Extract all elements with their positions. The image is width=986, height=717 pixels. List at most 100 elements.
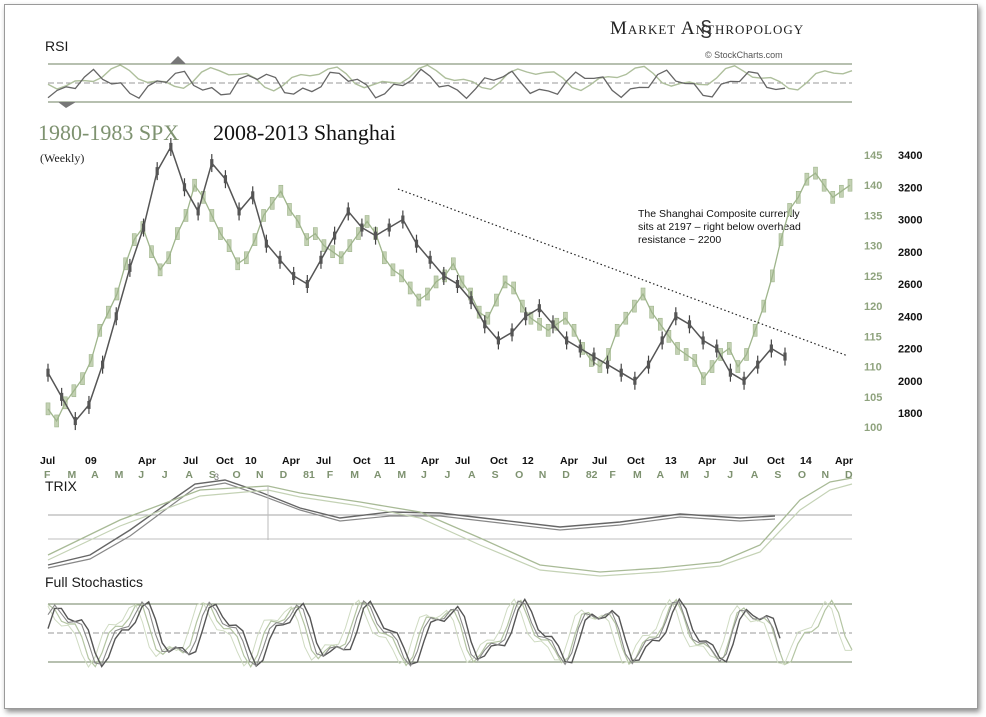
stoch-shanghai-line bbox=[47, 597, 781, 668]
y-left-tick: 135 bbox=[864, 210, 882, 222]
y-left-tick: 105 bbox=[864, 392, 882, 404]
x-tick-bottom: A bbox=[185, 469, 193, 481]
trix-spx-line bbox=[47, 477, 853, 573]
trix-label: TRIX bbox=[45, 478, 77, 494]
shanghai-line bbox=[47, 145, 786, 423]
y-left-tick: 100 bbox=[864, 422, 882, 434]
y-right-tick: 2000 bbox=[898, 376, 922, 388]
x-tick-bottom: J bbox=[445, 469, 451, 481]
chart-frame bbox=[4, 4, 978, 709]
x-tick-top: Apr bbox=[421, 455, 439, 467]
x-tick-top: Oct bbox=[627, 455, 645, 467]
x-tick-top: Jul bbox=[733, 455, 748, 467]
x-tick-bottom: O bbox=[515, 469, 523, 481]
y-right-tick: 2600 bbox=[898, 279, 922, 291]
trix-shanghai-signal bbox=[47, 482, 776, 569]
x-tick-bottom: M bbox=[68, 469, 77, 481]
x-tick-bottom: A bbox=[468, 469, 476, 481]
y-right-tick: 3000 bbox=[898, 215, 922, 227]
shanghai-candle bbox=[46, 368, 50, 377]
y-right-tick: 3200 bbox=[898, 182, 922, 194]
x-tick-bottom: 81 bbox=[303, 469, 315, 481]
x-tick-bottom: D bbox=[845, 469, 853, 481]
x-tick-bottom: D bbox=[280, 469, 288, 481]
resistance-trendline bbox=[397, 188, 849, 357]
x-tick-bottom: N bbox=[539, 469, 547, 481]
y-left-tick: 110 bbox=[864, 362, 882, 374]
x-tick-bottom: F bbox=[609, 469, 616, 481]
y-left-tick: 130 bbox=[864, 241, 882, 253]
brand-title: Market Anthropology bbox=[610, 18, 805, 39]
brand-credit: © StockCharts.com bbox=[705, 50, 783, 60]
y-left-tick: 140 bbox=[864, 180, 882, 192]
trix-shanghai-line bbox=[47, 479, 776, 566]
y-right-tick: 1800 bbox=[898, 408, 922, 420]
x-tick-top: Apr bbox=[282, 455, 300, 467]
rsi-shanghai-line bbox=[47, 68, 786, 100]
series-title-shanghai: 2008-2013 Shanghai bbox=[213, 120, 396, 145]
x-tick-top: Apr bbox=[138, 455, 156, 467]
x-tick-bottom: N bbox=[821, 469, 829, 481]
y-right-tick: 3400 bbox=[898, 150, 922, 162]
y-left-tick: 120 bbox=[864, 301, 882, 313]
stoch-shanghai-signal bbox=[47, 599, 781, 667]
x-tick-top: 12 bbox=[522, 455, 534, 467]
series-title-spx: 1980-1983 SPX bbox=[38, 120, 180, 145]
x-tick-top: 10 bbox=[245, 455, 257, 467]
rsi-label: RSI bbox=[45, 38, 69, 54]
x-tick-bottom: O bbox=[798, 469, 806, 481]
x-tick-bottom: A bbox=[91, 469, 99, 481]
x-tick-top: Jul bbox=[316, 455, 331, 467]
x-tick-top: Apr bbox=[560, 455, 578, 467]
x-tick-top: Oct bbox=[216, 455, 234, 467]
x-tick-bottom: J bbox=[162, 469, 168, 481]
rsi-overbought-fill bbox=[170, 56, 186, 64]
x-tick-bottom: S bbox=[774, 469, 781, 481]
x-tick-bottom: F bbox=[44, 469, 51, 481]
x-tick-bottom: M bbox=[680, 469, 689, 481]
y-right-tick: 2800 bbox=[898, 247, 922, 259]
x-tick-bottom: N bbox=[256, 469, 264, 481]
y-left-tick: 125 bbox=[864, 271, 882, 283]
x-tick-bottom: J bbox=[727, 469, 733, 481]
x-tick-bottom: S bbox=[209, 469, 216, 481]
x-tick-top: 09 bbox=[85, 455, 97, 467]
rsi-spx-line bbox=[47, 64, 853, 92]
y-right-tick: 2400 bbox=[898, 311, 922, 323]
x-tick-top: Jul bbox=[40, 455, 55, 467]
x-tick-bottom: J bbox=[704, 469, 710, 481]
x-tick-bottom: M bbox=[397, 469, 406, 481]
x-tick-bottom: S bbox=[492, 469, 499, 481]
spx-candle bbox=[45, 402, 51, 416]
x-tick-top: Oct bbox=[767, 455, 785, 467]
x-tick-bottom: J bbox=[138, 469, 144, 481]
x-tick-bottom: D bbox=[562, 469, 570, 481]
x-tick-top: Jul bbox=[592, 455, 607, 467]
y-right-tick: 2200 bbox=[898, 344, 922, 356]
rsi-oversold-fill bbox=[58, 102, 76, 108]
x-tick-top: Oct bbox=[490, 455, 508, 467]
stochastics-label: Full Stochastics bbox=[45, 574, 144, 590]
x-tick-bottom: A bbox=[657, 469, 665, 481]
x-tick-top: Jul bbox=[455, 455, 470, 467]
x-tick-bottom: M bbox=[633, 469, 642, 481]
x-tick-bottom: M bbox=[350, 469, 359, 481]
x-tick-top: 14 bbox=[800, 455, 812, 467]
trix-marker: 3 bbox=[214, 472, 219, 482]
x-tick-top: Jul bbox=[183, 455, 198, 467]
y-left-tick: 115 bbox=[864, 331, 882, 343]
y-left-tick: 145 bbox=[864, 150, 882, 162]
dna-helix-icon: § bbox=[700, 16, 713, 41]
x-tick-bottom: J bbox=[421, 469, 427, 481]
x-tick-bottom: A bbox=[751, 469, 759, 481]
chart-annotation: The Shanghai Composite currently sits at… bbox=[638, 208, 801, 246]
x-tick-bottom: M bbox=[115, 469, 124, 481]
x-tick-bottom: A bbox=[374, 469, 382, 481]
x-tick-top: 11 bbox=[384, 455, 395, 467]
x-tick-bottom: O bbox=[232, 469, 240, 481]
x-tick-top: 13 bbox=[665, 455, 677, 467]
x-tick-bottom: 82 bbox=[586, 469, 598, 481]
x-tick-bottom: F bbox=[327, 469, 334, 481]
x-tick-top: Apr bbox=[698, 455, 716, 467]
